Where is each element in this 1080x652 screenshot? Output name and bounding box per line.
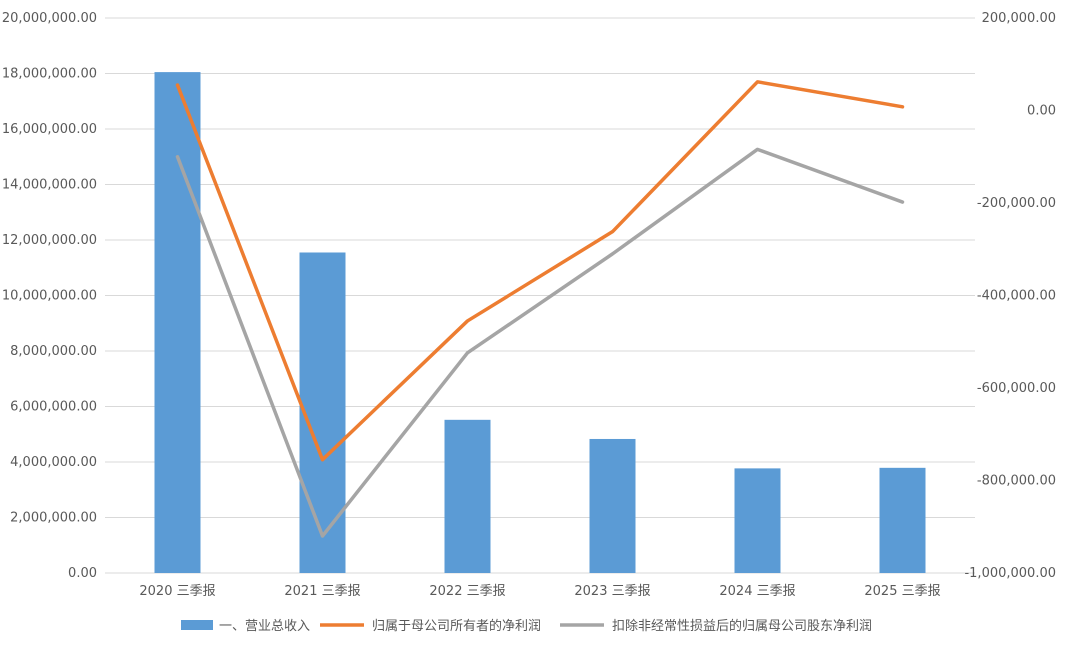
gridlines — [105, 17, 975, 574]
legend-label: 一、营业总收入 — [219, 619, 310, 634]
left-axis-tick-label: 12,000,000.00 — [2, 233, 97, 248]
bar — [589, 438, 636, 573]
right-axis-tick-label: -1,000,000.00 — [964, 566, 1056, 581]
right-axis-tick-label: -200,000.00 — [977, 196, 1056, 211]
legend-label: 归属于母公司所有者的净利润 — [372, 618, 541, 634]
bar — [734, 468, 781, 573]
left-axis-tick-label: 0.00 — [68, 566, 97, 581]
x-axis-tick-label: 2022 三季报 — [429, 584, 505, 599]
left-axis-tick-label: 16,000,000.00 — [2, 122, 97, 137]
x-axis-tick-label: 2021 三季报 — [284, 584, 360, 599]
right-axis-tick-label: -400,000.00 — [977, 289, 1056, 304]
x-axis: 2020 三季报 2021 三季报 2022 三季报 2023 三季报 2024 三季报… — [139, 584, 940, 599]
x-axis-tick-label: 2024 三季报 — [719, 584, 795, 599]
left-axis: 0.00 2,000,000.00 4,000,000.00 6,000,000.00… — [2, 11, 97, 581]
x-axis-tick-label: 2025 三季报 — [864, 584, 940, 599]
left-axis-tick-label: 6,000,000.00 — [10, 400, 97, 415]
right-axis-tick-label: -600,000.00 — [977, 381, 1056, 396]
left-axis-tick-label: 4,000,000.00 — [10, 455, 97, 470]
legend-label: 扣除非经常性损益后的归属母公司股东净利润 — [612, 618, 872, 634]
bar — [154, 72, 201, 574]
left-axis-tick-label: 18,000,000.00 — [2, 67, 97, 82]
bar — [444, 419, 491, 573]
left-axis-tick-label: 2,000,000.00 — [10, 511, 97, 526]
series-line — [175, 147, 905, 538]
right-axis-tick-label: -800,000.00 — [977, 474, 1056, 489]
bar — [299, 252, 346, 574]
bar-series — [154, 72, 926, 574]
left-axis-tick-label: 10,000,000.00 — [2, 289, 97, 304]
left-axis-tick-label: 8,000,000.00 — [10, 344, 97, 359]
line-series — [175, 80, 905, 538]
left-axis-tick-label: 14,000,000.00 — [2, 178, 97, 193]
series-line — [175, 80, 905, 462]
right-axis: -1,000,000.00 -800,000.00 -600,000.00 -400,… — [964, 11, 1056, 581]
x-axis-tick-label: 2020 三季报 — [139, 584, 215, 599]
legend-swatch — [181, 620, 213, 630]
left-axis-tick-label: 20,000,000.00 — [2, 11, 97, 26]
right-axis-tick-label: 200,000.00 — [982, 11, 1056, 26]
bar — [879, 467, 926, 573]
legend: 一、营业总收入 归属于母公司所有者的净利润 扣除非经常性损益后的归属母公司股东净利润 — [181, 618, 872, 634]
x-axis-tick-label: 2023 三季报 — [574, 584, 650, 599]
right-axis-tick-label: 0.00 — [1027, 104, 1056, 119]
